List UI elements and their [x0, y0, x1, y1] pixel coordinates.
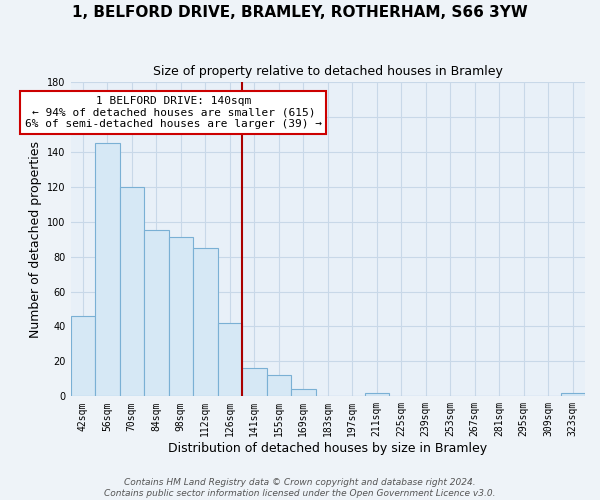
- Text: 1 BELFORD DRIVE: 140sqm
← 94% of detached houses are smaller (615)
6% of semi-de: 1 BELFORD DRIVE: 140sqm ← 94% of detache…: [25, 96, 322, 129]
- Bar: [144, 230, 169, 396]
- X-axis label: Distribution of detached houses by size in Bramley: Distribution of detached houses by size …: [168, 442, 487, 455]
- Bar: [218, 323, 242, 396]
- Bar: [169, 238, 193, 396]
- Bar: [193, 248, 218, 396]
- Y-axis label: Number of detached properties: Number of detached properties: [29, 140, 41, 338]
- Bar: [291, 390, 316, 396]
- Bar: [365, 393, 389, 396]
- Bar: [242, 368, 266, 396]
- Bar: [95, 143, 119, 397]
- Bar: [560, 393, 585, 396]
- Bar: [266, 376, 291, 396]
- Text: Contains HM Land Registry data © Crown copyright and database right 2024.
Contai: Contains HM Land Registry data © Crown c…: [104, 478, 496, 498]
- Title: Size of property relative to detached houses in Bramley: Size of property relative to detached ho…: [153, 65, 503, 78]
- Bar: [119, 186, 144, 396]
- Bar: [71, 316, 95, 396]
- Text: 1, BELFORD DRIVE, BRAMLEY, ROTHERHAM, S66 3YW: 1, BELFORD DRIVE, BRAMLEY, ROTHERHAM, S6…: [72, 5, 528, 20]
